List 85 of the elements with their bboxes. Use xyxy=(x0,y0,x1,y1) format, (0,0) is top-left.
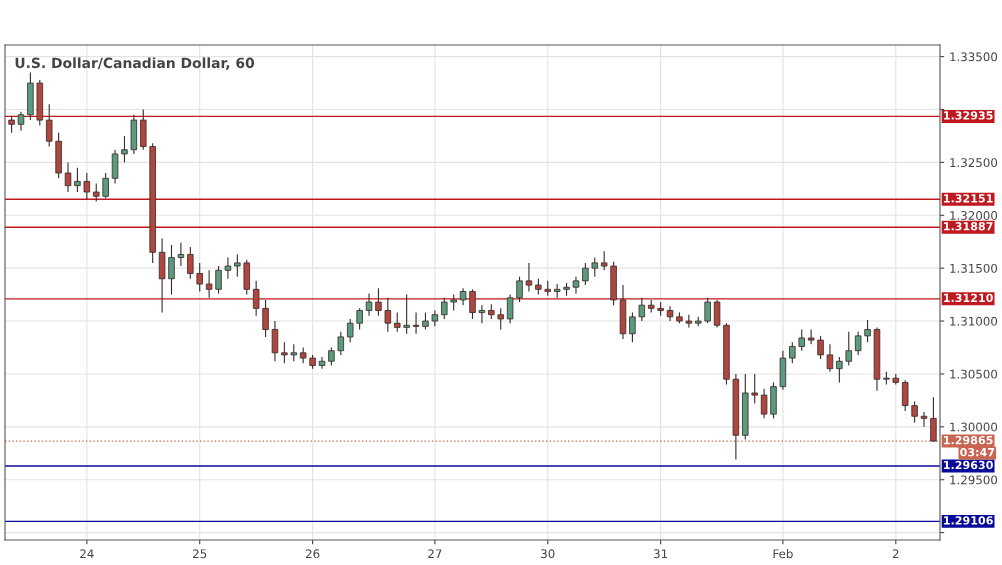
x-tick-label: Feb xyxy=(773,549,793,559)
candlestick xyxy=(337,331,345,356)
x-tick-label: 2 xyxy=(892,549,899,558)
candlestick xyxy=(177,242,185,267)
candlestick xyxy=(271,320,279,362)
y-tick-label: 1.31000 xyxy=(950,316,998,326)
candlestick xyxy=(356,307,363,331)
candlestick xyxy=(102,172,109,199)
candlestick xyxy=(591,257,599,278)
candlestick xyxy=(441,297,448,320)
candlestick xyxy=(64,161,72,193)
candlestick xyxy=(394,312,401,333)
x-tick-label: 30 xyxy=(541,549,555,559)
y-tick-label: 1.33500 xyxy=(950,52,998,62)
candlestick xyxy=(826,343,834,373)
candlestick xyxy=(582,262,589,286)
candlestick xyxy=(901,379,909,412)
candlestick xyxy=(836,356,843,383)
ref-line-label: 1.29865 xyxy=(944,435,993,445)
candlestick xyxy=(864,319,871,343)
candlestick xyxy=(205,269,213,299)
y-tick-label: 1.31500 xyxy=(950,263,998,273)
ref-line-label: 1.29106 xyxy=(944,516,993,525)
candlestick xyxy=(478,304,486,324)
candlestick xyxy=(629,312,636,343)
candlestick xyxy=(17,111,25,132)
ref-line-label: 1.31887 xyxy=(944,222,993,231)
candlestick xyxy=(281,341,288,364)
candlestick xyxy=(920,411,928,428)
candlestick xyxy=(911,400,918,424)
candlestick xyxy=(262,299,269,338)
candlestick xyxy=(83,172,91,200)
candlestick xyxy=(469,288,476,320)
candlestick xyxy=(572,276,580,295)
candlestick xyxy=(525,262,533,292)
candlestick xyxy=(798,328,805,352)
candlestick xyxy=(713,299,721,328)
candlestick xyxy=(789,341,796,364)
x-tick-label: 25 xyxy=(193,549,207,559)
candlestick xyxy=(318,356,326,370)
candlestick xyxy=(365,293,373,317)
y-tick-label: 1.30500 xyxy=(950,369,998,379)
candlestick xyxy=(807,328,815,345)
y-tick-label: 1.29500 xyxy=(950,475,998,485)
candlestick xyxy=(215,265,222,295)
candlestick xyxy=(168,244,175,296)
candlestick xyxy=(375,287,382,317)
candlestick xyxy=(638,297,646,322)
candlestick xyxy=(74,167,81,193)
ref-line-label: 1.29630 xyxy=(944,460,993,470)
ref-line-label: 1.32151 xyxy=(944,194,993,203)
x-tick-label: 31 xyxy=(654,549,668,559)
candlestick xyxy=(384,297,392,333)
y-tick-label: 1.32000 xyxy=(950,211,998,220)
candlestick xyxy=(506,294,514,324)
candlestick xyxy=(412,312,420,335)
candlestick xyxy=(252,280,260,317)
candlestick xyxy=(666,305,674,322)
candlestick xyxy=(45,103,53,148)
candlestick xyxy=(854,331,862,356)
candlestick xyxy=(497,307,504,331)
candlestick xyxy=(187,246,194,280)
ref-line-label: 1.31210 xyxy=(944,293,993,303)
ref-line-label: 1.32935 xyxy=(944,111,993,120)
candlestick xyxy=(760,388,768,419)
y-tick-label: 1.32500 xyxy=(950,158,998,168)
candlestick xyxy=(121,135,128,163)
candlestick xyxy=(403,294,410,335)
candlestick xyxy=(516,276,523,303)
x-tick-label: 24 xyxy=(80,549,94,558)
candlestick xyxy=(704,297,711,324)
x-tick-label: 26 xyxy=(305,549,320,559)
candlestick xyxy=(845,331,852,367)
candlestick xyxy=(196,262,203,292)
candlestick xyxy=(930,396,937,443)
candlestick xyxy=(346,318,354,343)
candlestick xyxy=(234,253,241,278)
candlestick xyxy=(817,335,824,360)
text: U.S. Dollar/Canadian Dollar, 60 xyxy=(15,57,255,70)
x-tick-label: 27 xyxy=(428,549,442,558)
candlestick xyxy=(751,373,758,405)
candlestick xyxy=(224,257,232,280)
y-tick-label: 1.30000 xyxy=(950,422,998,432)
text: 03:47 xyxy=(960,447,995,457)
candlestick xyxy=(600,250,608,271)
